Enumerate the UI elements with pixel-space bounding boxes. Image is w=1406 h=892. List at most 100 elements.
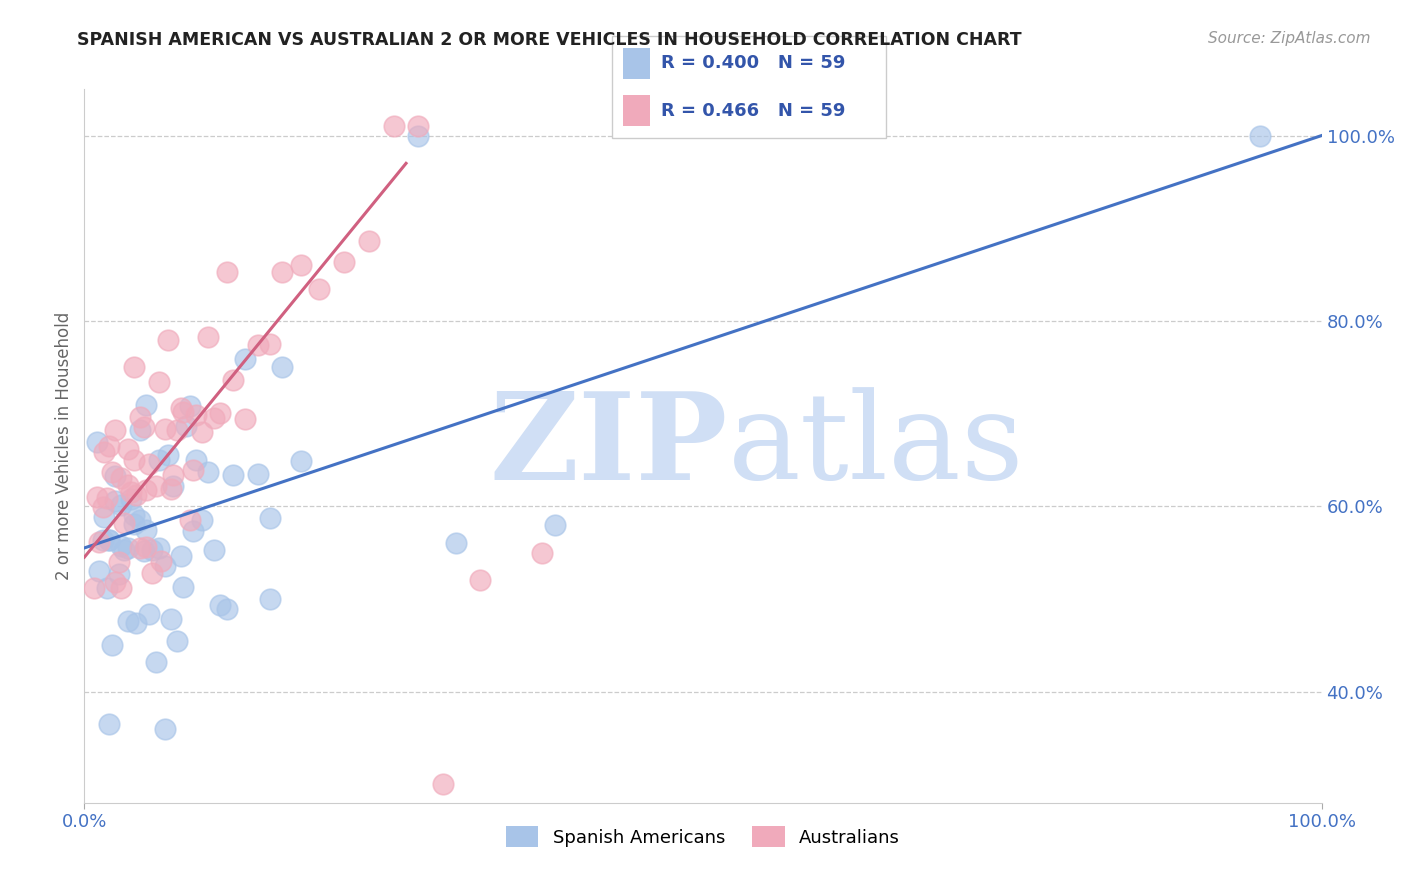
Point bbox=[145, 655, 167, 669]
Point bbox=[271, 359, 294, 374]
Point bbox=[184, 453, 207, 467]
Point bbox=[112, 516, 135, 531]
Point bbox=[184, 408, 207, 422]
Point bbox=[122, 453, 145, 467]
Point bbox=[153, 722, 176, 736]
Point bbox=[148, 375, 170, 389]
Point bbox=[89, 534, 111, 549]
Point bbox=[259, 510, 281, 524]
Point bbox=[179, 400, 201, 414]
Point bbox=[125, 615, 148, 630]
Point bbox=[100, 465, 122, 479]
Point bbox=[96, 491, 118, 505]
Point bbox=[170, 401, 193, 415]
Point bbox=[141, 542, 163, 557]
Point bbox=[531, 545, 554, 559]
Point bbox=[172, 405, 194, 419]
Text: R = 0.466   N = 59: R = 0.466 N = 59 bbox=[661, 102, 845, 120]
Point bbox=[122, 516, 145, 531]
Point bbox=[197, 466, 219, 480]
Point bbox=[290, 454, 312, 468]
Point bbox=[197, 330, 219, 344]
Point bbox=[98, 439, 121, 453]
Point bbox=[141, 566, 163, 580]
Point bbox=[86, 434, 108, 449]
Point bbox=[93, 509, 115, 524]
Point bbox=[357, 234, 380, 248]
Point bbox=[86, 490, 108, 504]
Point bbox=[166, 424, 188, 438]
Text: SPANISH AMERICAN VS AUSTRALIAN 2 OR MORE VEHICLES IN HOUSEHOLD CORRELATION CHART: SPANISH AMERICAN VS AUSTRALIAN 2 OR MORE… bbox=[77, 31, 1022, 49]
Point bbox=[98, 717, 121, 731]
Legend: Spanish Americans, Australians: Spanish Americans, Australians bbox=[499, 819, 907, 855]
Point bbox=[246, 338, 269, 352]
Point bbox=[222, 373, 245, 387]
Point bbox=[470, 574, 492, 588]
Point bbox=[382, 120, 405, 134]
Point bbox=[174, 419, 197, 434]
Point bbox=[129, 410, 152, 425]
Point bbox=[91, 533, 114, 547]
Text: ZIP: ZIP bbox=[489, 387, 728, 505]
Point bbox=[122, 360, 145, 375]
Point bbox=[215, 264, 238, 278]
Y-axis label: 2 or more Vehicles in Household: 2 or more Vehicles in Household bbox=[55, 312, 73, 580]
Point bbox=[108, 555, 131, 569]
Point bbox=[202, 543, 225, 558]
Point bbox=[233, 351, 256, 366]
Point bbox=[135, 483, 157, 498]
Point bbox=[100, 638, 122, 652]
Point bbox=[117, 442, 139, 457]
Point bbox=[135, 540, 157, 554]
Point bbox=[408, 120, 430, 134]
Point bbox=[444, 536, 467, 550]
Point bbox=[162, 479, 184, 493]
Point bbox=[135, 398, 157, 412]
Text: Source: ZipAtlas.com: Source: ZipAtlas.com bbox=[1208, 31, 1371, 46]
Point bbox=[129, 513, 152, 527]
Point bbox=[135, 523, 157, 537]
Point bbox=[160, 611, 183, 625]
Point bbox=[112, 543, 135, 558]
Point bbox=[209, 599, 232, 613]
Point bbox=[83, 581, 105, 595]
Point bbox=[202, 410, 225, 425]
Point bbox=[160, 482, 183, 496]
Point bbox=[91, 500, 114, 515]
Point bbox=[166, 634, 188, 648]
Bar bbox=[623, 95, 650, 126]
Point bbox=[117, 614, 139, 628]
Point bbox=[120, 491, 142, 506]
Point bbox=[104, 575, 127, 590]
Point bbox=[132, 420, 155, 434]
Point bbox=[271, 265, 294, 279]
Point bbox=[138, 457, 160, 471]
Point bbox=[98, 533, 121, 547]
Point bbox=[110, 539, 132, 553]
Point bbox=[259, 337, 281, 351]
Point bbox=[122, 508, 145, 522]
Point bbox=[181, 463, 204, 477]
Point bbox=[1249, 128, 1271, 143]
Point bbox=[117, 541, 139, 555]
Point bbox=[129, 541, 152, 556]
FancyBboxPatch shape bbox=[612, 36, 886, 138]
Text: R = 0.400   N = 59: R = 0.400 N = 59 bbox=[661, 54, 845, 72]
Point bbox=[209, 406, 232, 420]
Text: atlas: atlas bbox=[728, 387, 1025, 505]
Point bbox=[104, 469, 127, 483]
Point bbox=[233, 412, 256, 426]
Point bbox=[98, 533, 121, 547]
Point bbox=[104, 423, 127, 437]
Point bbox=[191, 425, 214, 440]
Point bbox=[148, 453, 170, 467]
Point bbox=[179, 512, 201, 526]
Point bbox=[153, 422, 176, 436]
Point bbox=[308, 282, 330, 296]
Point bbox=[246, 467, 269, 481]
Point bbox=[181, 524, 204, 539]
Point bbox=[162, 468, 184, 483]
Point bbox=[170, 549, 193, 563]
Point bbox=[89, 564, 111, 578]
Point bbox=[110, 498, 132, 512]
